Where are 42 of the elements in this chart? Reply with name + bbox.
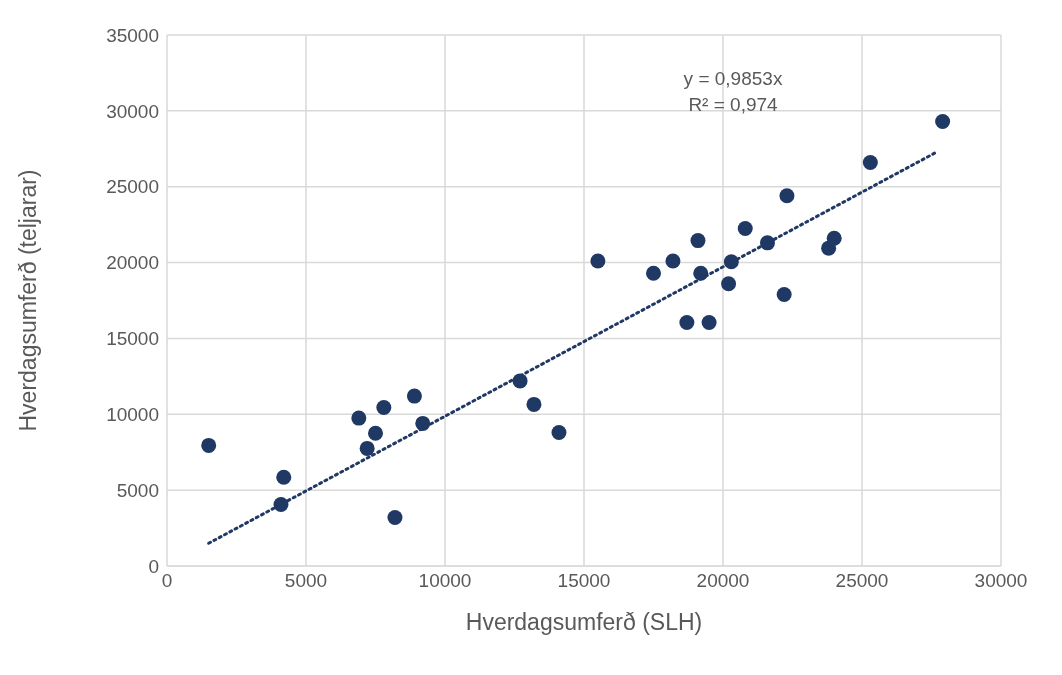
point — [862, 154, 878, 170]
point — [359, 440, 375, 456]
x-tick-label: 5000 — [284, 570, 328, 592]
point — [690, 233, 706, 249]
y-tick-label: 30000 — [106, 100, 159, 122]
point — [679, 315, 695, 330]
x-tick-label: 30000 — [974, 570, 1028, 592]
point — [701, 315, 717, 330]
point — [387, 509, 403, 525]
point — [721, 276, 737, 292]
y-tick-label: 25000 — [106, 176, 159, 198]
point — [551, 424, 567, 440]
x-axis-title: Hverdagsumferð (SLH) — [465, 609, 703, 635]
point — [276, 469, 292, 485]
point — [368, 425, 383, 441]
point — [201, 437, 217, 453]
y-axis-title: Hverdagsumferð (teljarar) — [15, 169, 42, 432]
point — [826, 230, 842, 246]
point — [646, 265, 661, 281]
y-tick-label: 10000 — [106, 404, 159, 426]
point — [590, 253, 606, 269]
y-tick-label: 20000 — [106, 252, 159, 274]
x-tick-label: 0 — [161, 570, 173, 592]
x-tick-label: 10000 — [418, 570, 472, 592]
y-tick-label: 15000 — [106, 328, 159, 350]
point — [737, 220, 753, 236]
point — [376, 399, 392, 415]
x-tick-label: 15000 — [557, 570, 611, 592]
point — [526, 396, 542, 412]
point — [935, 113, 951, 129]
point — [779, 188, 795, 204]
y-tick-label: 35000 — [106, 24, 159, 46]
annotation: R² = 0,974 — [687, 94, 779, 116]
x-tick-label: 25000 — [835, 570, 889, 592]
point — [665, 253, 681, 269]
point — [351, 410, 367, 426]
y-tick-label: 5000 — [116, 479, 159, 501]
point — [776, 286, 792, 302]
annotation: y = 0,9853x — [682, 68, 784, 90]
point — [406, 388, 422, 404]
x-tick-label: 20000 — [696, 570, 750, 592]
y-tick-label: 0 — [148, 555, 159, 577]
